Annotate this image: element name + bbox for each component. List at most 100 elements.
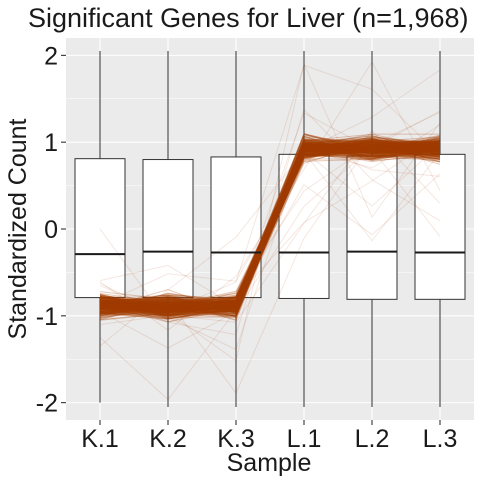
- gene-line: [99, 145, 441, 304]
- gene-line: [99, 150, 441, 317]
- gene-line: [99, 142, 441, 315]
- gene-line: [99, 136, 441, 310]
- gene-line: [99, 143, 441, 313]
- gene-line: [99, 140, 441, 313]
- gene-line: [99, 139, 441, 315]
- gene-line: [99, 140, 441, 310]
- gene-line: [99, 148, 441, 310]
- gene-line: [99, 141, 441, 313]
- gene-line: [99, 141, 441, 313]
- gene-line: [99, 137, 441, 310]
- gene-line: [99, 142, 441, 314]
- gene-line: [99, 143, 441, 309]
- gene-line: [99, 140, 441, 308]
- gene-line: [99, 140, 441, 313]
- gene-line: [99, 136, 441, 311]
- gene-line: [99, 144, 441, 308]
- gene-line: [99, 143, 441, 321]
- gene-line: [99, 141, 441, 309]
- gene-line: [100, 140, 441, 308]
- gene-line: [99, 147, 441, 310]
- gene-line: [99, 124, 441, 351]
- gene-line: [99, 142, 441, 307]
- gene-line: [99, 141, 441, 313]
- gene-line: [99, 139, 441, 304]
- gene-line: [99, 146, 441, 312]
- gene-line: [99, 150, 441, 311]
- y-tick-label: 2: [44, 42, 58, 70]
- gene-line: [99, 133, 441, 313]
- gene-line: [99, 138, 441, 309]
- gene-line: [99, 136, 441, 306]
- gene-line: [99, 145, 441, 307]
- gene-line: [99, 144, 441, 313]
- gene-line: [99, 145, 441, 314]
- gene-line: [99, 148, 441, 313]
- gene-line: [99, 143, 441, 313]
- gene-line: [99, 142, 441, 305]
- gene-line: [99, 141, 441, 314]
- gene-line: [99, 145, 441, 313]
- gene-line: [99, 138, 441, 318]
- gene-line: [99, 143, 441, 306]
- gene-line: [99, 136, 441, 309]
- gene-line: [99, 140, 441, 311]
- gene-line: [99, 151, 441, 308]
- gene-line: [99, 139, 441, 349]
- gene-line: [99, 142, 441, 313]
- gene-line: [99, 141, 441, 306]
- gene-line: [99, 141, 441, 311]
- gene-line: [99, 146, 441, 312]
- gene-line: [99, 144, 441, 308]
- gene-line: [99, 139, 441, 312]
- gene-line: [99, 144, 441, 315]
- gene-line: [99, 142, 441, 316]
- gene-line: [99, 140, 441, 310]
- gene-line: [99, 146, 441, 309]
- gene-line: [99, 144, 441, 315]
- gene-line: [99, 143, 441, 311]
- gene-line: [99, 133, 441, 312]
- gene-line: [99, 146, 441, 307]
- y-tick-label: -1: [36, 303, 58, 331]
- gene-line: [99, 139, 441, 309]
- gene-line: [99, 143, 441, 312]
- gene-line: [99, 149, 441, 304]
- gene-line: [99, 148, 441, 314]
- gene-line: [99, 140, 441, 310]
- gene-line: [99, 137, 441, 309]
- y-tick-label: -2: [36, 390, 58, 418]
- gene-line: [99, 140, 441, 395]
- gene-line: [99, 147, 441, 311]
- gene-line: [99, 135, 441, 320]
- gene-line: [99, 140, 441, 321]
- gene-line: [99, 144, 441, 315]
- gene-line: [99, 151, 441, 310]
- gene-line: [99, 142, 441, 314]
- gene-line: [99, 139, 441, 310]
- gene-line: [99, 141, 441, 311]
- gene-line: [99, 138, 441, 308]
- gene-line: [99, 140, 441, 309]
- gene-line: [99, 144, 441, 320]
- gene-line: [99, 139, 441, 302]
- gene-line: [99, 143, 441, 317]
- gene-line: [99, 145, 441, 311]
- gene-line: [99, 139, 441, 313]
- gene-line: [99, 140, 441, 311]
- gene-line: [99, 145, 441, 309]
- gene-line: [99, 134, 441, 311]
- gene-line: [99, 144, 441, 314]
- gene-line: [99, 147, 441, 310]
- x-tick-label: K.1: [81, 425, 119, 453]
- gene-line: [99, 146, 441, 314]
- gene-line: [99, 146, 441, 308]
- gene-line: [99, 150, 441, 317]
- gene-line: [99, 142, 441, 305]
- gene-line: [99, 142, 441, 309]
- gene-line: [99, 143, 441, 313]
- gene-line: [99, 143, 441, 312]
- gene-line: [99, 144, 441, 308]
- gene-line: [99, 143, 441, 319]
